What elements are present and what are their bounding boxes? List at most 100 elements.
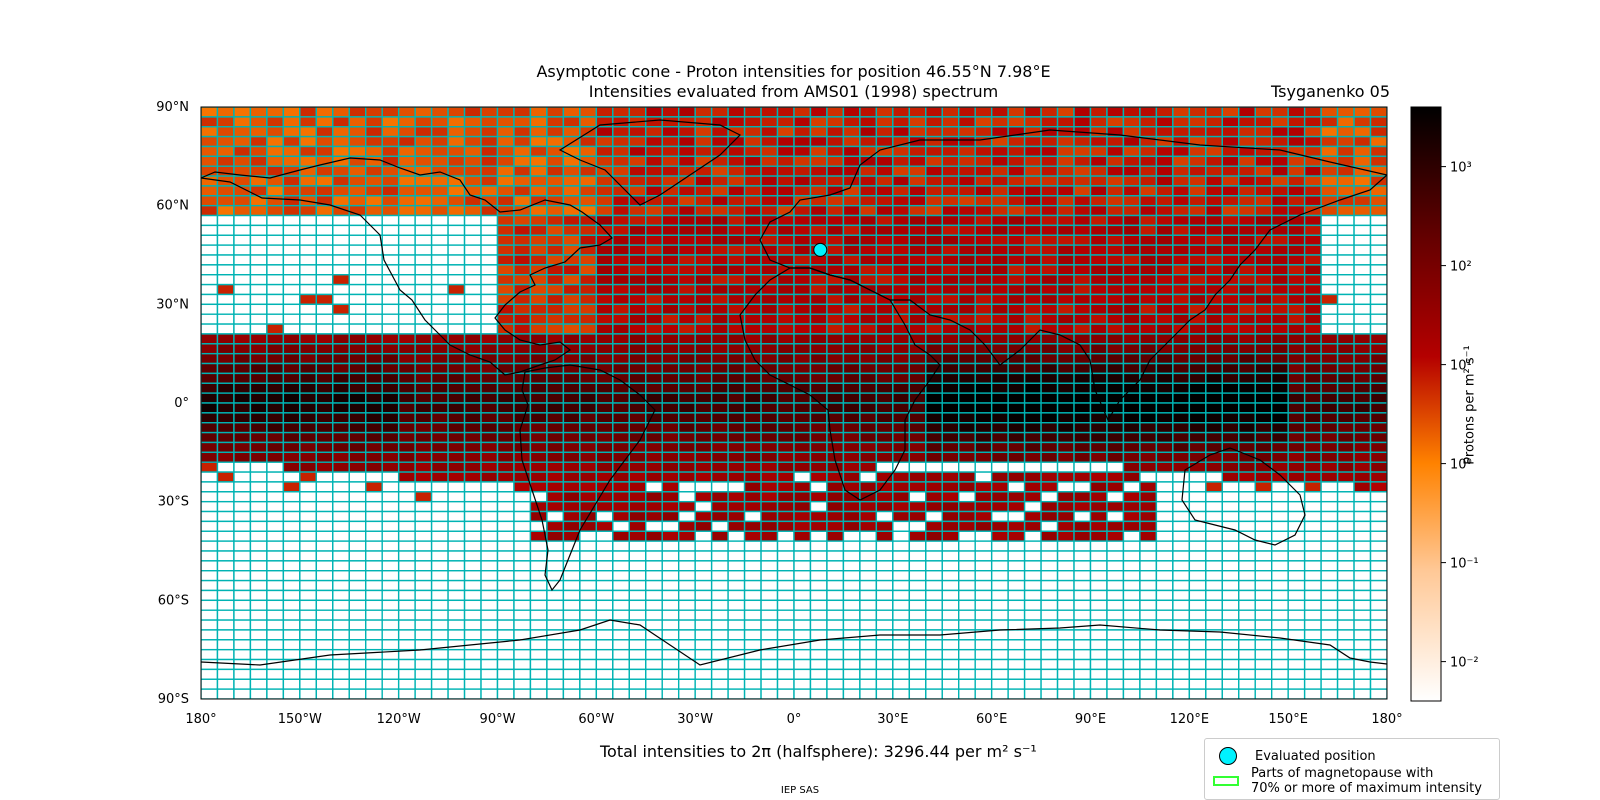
intensity-cell [826, 678, 845, 690]
intensity-cell [612, 441, 630, 454]
intensity-cell [1073, 362, 1092, 375]
intensity-cell [1336, 352, 1355, 365]
intensity-cell [628, 412, 647, 424]
intensity-cell [381, 293, 400, 306]
intensity-cell [809, 481, 828, 493]
intensity-cell [859, 688, 878, 699]
intensity-cell [776, 599, 795, 611]
intensity-cell [1205, 500, 1223, 513]
intensity-cell [677, 481, 696, 493]
intensity-cell [1336, 510, 1355, 523]
intensity-cell [842, 441, 861, 454]
intensity-cell [677, 303, 696, 315]
intensity-cell [892, 372, 911, 384]
intensity-cell [1320, 431, 1339, 444]
intensity-cell [1221, 500, 1240, 513]
intensity-cell [381, 579, 400, 592]
intensity-cell [1205, 481, 1223, 493]
intensity-cell [1172, 678, 1191, 690]
intensity-cell [710, 668, 729, 680]
intensity-cell [974, 451, 993, 463]
intensity-cell [332, 678, 350, 690]
intensity-cell [1221, 510, 1240, 523]
intensity-cell [1106, 372, 1125, 384]
intensity-cell [216, 165, 235, 177]
intensity-cell [645, 471, 663, 483]
intensity-cell [201, 333, 219, 345]
intensity-cell [1073, 589, 1092, 602]
intensity-cell [908, 491, 927, 503]
intensity-cell [925, 422, 943, 434]
intensity-cell [381, 599, 400, 611]
intensity-cell [299, 609, 317, 621]
intensity-cell [397, 579, 416, 592]
intensity-cell [266, 599, 285, 611]
intensity-cell [463, 668, 482, 680]
intensity-cell [546, 422, 565, 434]
intensity-cell [430, 204, 449, 217]
intensity-cell [1007, 579, 1026, 592]
intensity-cell [546, 648, 565, 661]
intensity-cell [645, 274, 663, 286]
intensity-cell [925, 234, 943, 246]
intensity-cell [1238, 471, 1256, 483]
intensity-cell [1287, 599, 1306, 611]
intensity-cell [859, 629, 878, 641]
intensity-cell [1369, 195, 1387, 207]
intensity-cell [677, 313, 696, 325]
intensity-cell [365, 343, 383, 355]
intensity-cell [562, 431, 581, 444]
intensity-cell [562, 402, 581, 414]
intensity-cell [1221, 343, 1240, 355]
intensity-cell [579, 560, 598, 572]
intensity-cell [859, 668, 878, 680]
intensity-cell [842, 639, 861, 651]
intensity-cell [727, 204, 746, 217]
intensity-cell [546, 668, 565, 680]
intensity-cell [595, 155, 614, 167]
intensity-cell [1336, 471, 1355, 483]
intensity-cell [892, 510, 911, 523]
intensity-cell [1106, 579, 1125, 592]
intensity-cell [793, 431, 812, 444]
intensity-cell [480, 392, 499, 404]
intensity-cell [249, 323, 268, 335]
intensity-cell [1287, 550, 1306, 562]
intensity-cell [1336, 579, 1355, 592]
intensity-cell [480, 264, 499, 276]
intensity-cell [249, 422, 268, 434]
intensity-cell [430, 362, 449, 375]
intensity-cell [1023, 471, 1042, 483]
intensity-cell [381, 135, 400, 148]
intensity-cell [842, 224, 861, 236]
intensity-cell [1270, 648, 1289, 661]
intensity-cell [1172, 254, 1191, 266]
intensity-cell [546, 619, 565, 631]
intensity-cell [842, 619, 861, 631]
intensity-cell [430, 352, 449, 365]
intensity-cell [1270, 599, 1289, 611]
intensity-cell [1205, 678, 1223, 690]
intensity-cell [414, 668, 433, 680]
intensity-cell [1254, 372, 1273, 384]
intensity-cell [974, 648, 993, 661]
evaluated-position-marker[interactable] [813, 242, 828, 257]
intensity-cell [595, 658, 614, 671]
intensity-cell [925, 135, 943, 148]
intensity-cell [1023, 145, 1042, 158]
intensity-cell [1353, 214, 1372, 227]
intensity-cell [1040, 145, 1059, 158]
intensity-cell [1155, 629, 1174, 641]
intensity-cell [1270, 668, 1289, 680]
intensity-cell [727, 599, 746, 611]
intensity-cell [1188, 639, 1207, 651]
intensity-cell [201, 639, 219, 651]
intensity-cell [743, 362, 762, 375]
intensity-cell [645, 609, 663, 621]
intensity-cell [249, 481, 268, 493]
intensity-cell [1188, 303, 1207, 315]
intensity-cell [1056, 461, 1075, 473]
intensity-cell [1040, 550, 1059, 562]
intensity-cell [546, 313, 565, 325]
intensity-cell [282, 214, 301, 227]
